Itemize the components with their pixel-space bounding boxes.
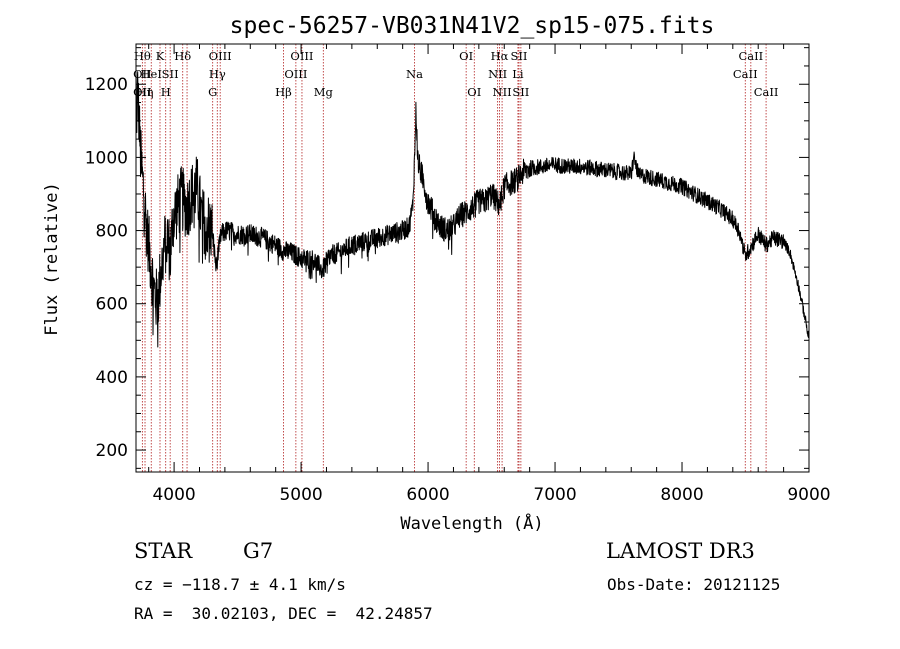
line-label-14-0: Mg (314, 85, 334, 99)
y-tick-label-2: 600 (96, 295, 128, 315)
line-label-24-0: CaII (733, 67, 758, 81)
line-label-26-0: CaII (754, 85, 779, 99)
spectrum-line (135, 71, 810, 348)
line-label-9-0: Hγ (209, 67, 226, 81)
x-tick-label-5: 9000 (787, 485, 830, 505)
observation-date: Obs-Date: 20121125 (607, 575, 781, 594)
y-tick-label-4: 1000 (85, 148, 128, 168)
line-label-11-0: Hβ (275, 85, 292, 99)
line-label-21-0: Li (512, 67, 524, 81)
line-label-23-0: SII (512, 85, 529, 99)
line-label-20-0: NII (493, 85, 512, 99)
emission-line-markers (141, 44, 767, 472)
line-label-10-0: OIII (209, 49, 232, 63)
line-label-3-0: K (156, 49, 165, 63)
line-label-17-0: OI (467, 85, 481, 99)
line-label-4-0: H (161, 85, 171, 99)
line-label-1-0: Hη (137, 85, 154, 99)
axis-ticks (136, 44, 810, 472)
x-axis-label: Wavelength (Å) (400, 512, 543, 534)
x-tick-label-4: 8000 (660, 485, 703, 505)
axis-tick-labels: 4000 5000 6000 7000 8000 9000 200 400 600 800 1000… (85, 75, 831, 505)
redshift-velocity: cz = −118.7 ± 4.1 km/s (134, 575, 346, 594)
object-subclass: G7 (243, 539, 274, 563)
y-tick-label-3: 800 (96, 222, 128, 242)
y-tick-label-1: 400 (96, 368, 128, 388)
y-axis-label: Flux (relative) (42, 182, 62, 336)
line-label-15-0: Na (406, 67, 423, 81)
chart-title: spec-56257-VB031N41V2_sp15-075.fits (230, 13, 715, 39)
coordinates: RA = 30.02103, DEC = 42.24857 (134, 604, 433, 623)
x-tick-label-3: 7000 (533, 485, 576, 505)
y-tick-label-0: 200 (96, 441, 128, 461)
line-label-5-0: SII (162, 67, 179, 81)
line-label-25-0: CaII (738, 49, 763, 63)
line-label-2-0: HeI (141, 67, 162, 81)
survey-name: LAMOST DR3 (606, 539, 755, 563)
line-label-13-0: OIII (290, 49, 313, 63)
x-tick-label-2: 6000 (406, 485, 449, 505)
emission-line-labels: HθOIIOIIHηHeIKHSIIHδGHγOIIIHβOIIIOIIIMgN… (133, 49, 778, 99)
plot-frame (135, 43, 810, 473)
x-tick-label-1: 5000 (279, 485, 322, 505)
line-label-22-0: SII (510, 49, 527, 63)
line-label-16-0: OI (459, 49, 473, 63)
y-tick-label-5: 1200 (85, 75, 128, 95)
line-label-12-0: OIII (284, 67, 307, 81)
line-label-8-0: G (208, 85, 217, 99)
line-label-0-0: Hθ (134, 49, 151, 63)
line-label-18-0: NII (488, 67, 507, 81)
object-class: STAR (134, 539, 193, 563)
x-tick-label-0: 4000 (152, 485, 195, 505)
line-label-19-0: Hα (491, 49, 509, 63)
line-label-6-0: Hδ (174, 49, 191, 63)
